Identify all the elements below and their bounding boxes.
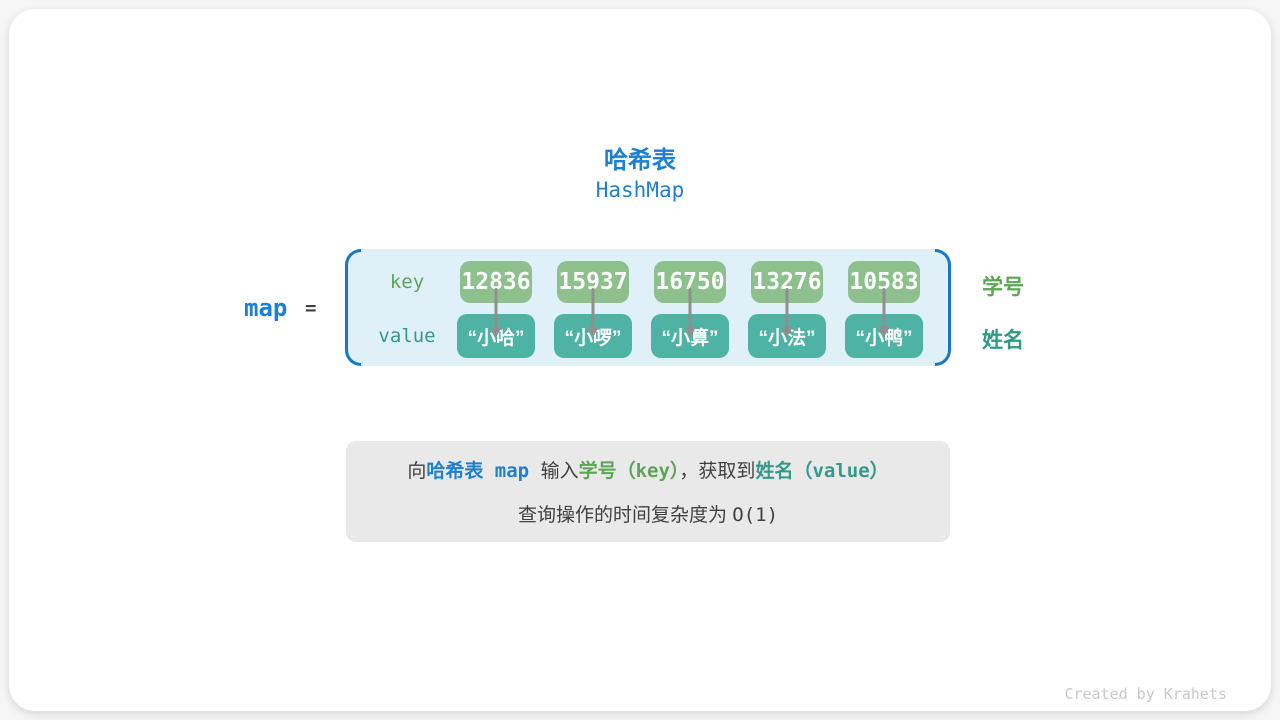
key-to-value-arrow	[587, 288, 599, 337]
map-entry: 10583 “小鸭”	[845, 261, 923, 366]
note-seg: 输入	[540, 461, 579, 482]
map-entries: 12836 “小哈” 15937 “小啰” 16750 “小算” 13276	[457, 261, 923, 366]
key-to-value-arrow	[878, 288, 890, 337]
key-to-value-arrow	[490, 288, 502, 337]
map-entry: 12836 “小哈”	[457, 261, 535, 366]
note-seg: ，获取到	[679, 461, 756, 482]
side-label-name: 姓名	[982, 329, 1024, 352]
note-seg-name: 姓名	[755, 461, 794, 482]
note-seg-key: （key）	[616, 460, 680, 482]
explanation-note: 向哈希表 map 输入学号（key），获取到姓名（value） 查询操作的时间复…	[346, 441, 950, 542]
note-seg-map-var: map	[483, 460, 541, 482]
page-subtitle: HashMap	[595, 178, 685, 202]
page-title: 哈希表	[604, 147, 676, 174]
key-to-value-arrow	[781, 288, 793, 337]
note-seg: 向	[407, 461, 427, 482]
row-labels: key value	[375, 261, 439, 366]
note-line-2: 查询操作的时间复杂度为 O(1)	[518, 500, 778, 527]
value-row-label: value	[378, 325, 436, 347]
note-line-1: 向哈希表 map 输入学号（key），获取到姓名（value）	[407, 456, 888, 483]
map-entry: 15937 “小啰”	[554, 261, 632, 366]
equals-sign: =	[305, 297, 317, 319]
hashmap-container: key value 12836 “小哈” 15937 “小啰” 16750	[345, 249, 951, 366]
map-variable-name: map	[244, 294, 288, 322]
note-seg-hashmap: 哈希表	[426, 461, 484, 482]
note-complexity-code: O(1)	[732, 504, 779, 526]
diagram-card: 哈希表 HashMap map = key value 12836 “小哈” 1…	[9, 9, 1271, 711]
map-entry: 13276 “小法”	[748, 261, 826, 366]
note-seg-student-id: 学号	[578, 461, 617, 482]
note-complexity-text: 查询操作的时间复杂度为	[517, 505, 733, 526]
map-entry: 16750 “小算”	[651, 261, 729, 366]
credit-text: Created by Krahets	[1064, 685, 1227, 703]
key-row-label: key	[389, 271, 425, 293]
key-to-value-arrow	[684, 288, 696, 337]
side-label-student-id: 学号	[982, 276, 1024, 299]
hashmap-content: key value 12836 “小哈” 15937 “小啰” 16750	[345, 249, 951, 366]
note-seg-value: （value）	[793, 460, 889, 482]
